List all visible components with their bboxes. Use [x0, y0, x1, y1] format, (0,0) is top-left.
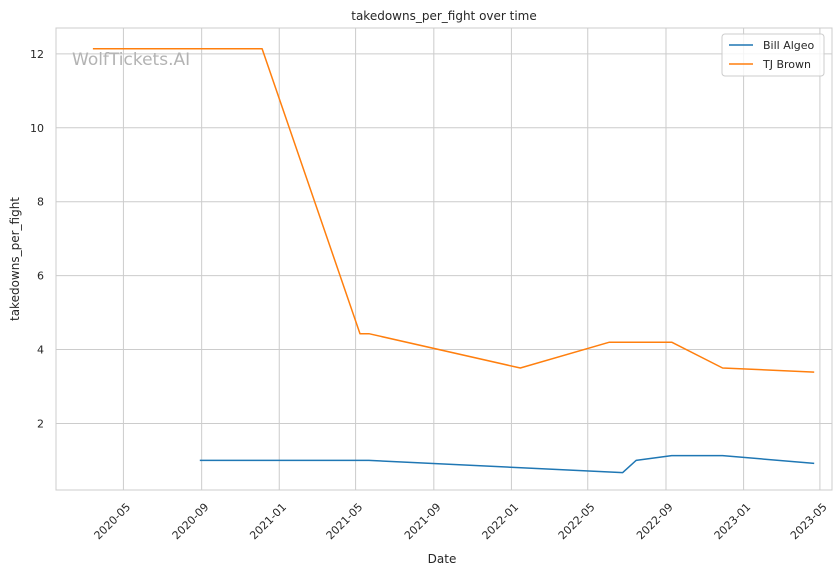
- y-tick-label: 10: [30, 122, 44, 135]
- y-tick-label: 8: [37, 196, 44, 209]
- y-tick-labels: 2 4 6 8 10 12: [30, 48, 44, 431]
- series-lines: [92, 47, 815, 474]
- legend: Bill Algeo TJ Brown: [721, 33, 825, 77]
- series-line-tj-brown: [92, 47, 815, 373]
- series-line-bill-algeo: [199, 454, 815, 474]
- grid: [56, 28, 832, 490]
- plot-frame: [55, 27, 833, 491]
- y-tick-label: 2: [37, 417, 44, 430]
- y-tick-label: 6: [37, 270, 44, 283]
- y-tick-label: 4: [37, 344, 44, 357]
- legend-label-tj-brown: TJ Brown: [762, 58, 811, 71]
- y-axis-title: takedowns_per_fight: [8, 197, 22, 321]
- legend-label-bill-algeo: Bill Algeo: [763, 39, 815, 52]
- chart-title: takedowns_per_fight over time: [351, 9, 537, 23]
- y-tick-label: 12: [30, 48, 44, 61]
- x-axis-title: Date: [428, 552, 457, 566]
- watermark: WolfTickets.AI: [72, 50, 190, 70]
